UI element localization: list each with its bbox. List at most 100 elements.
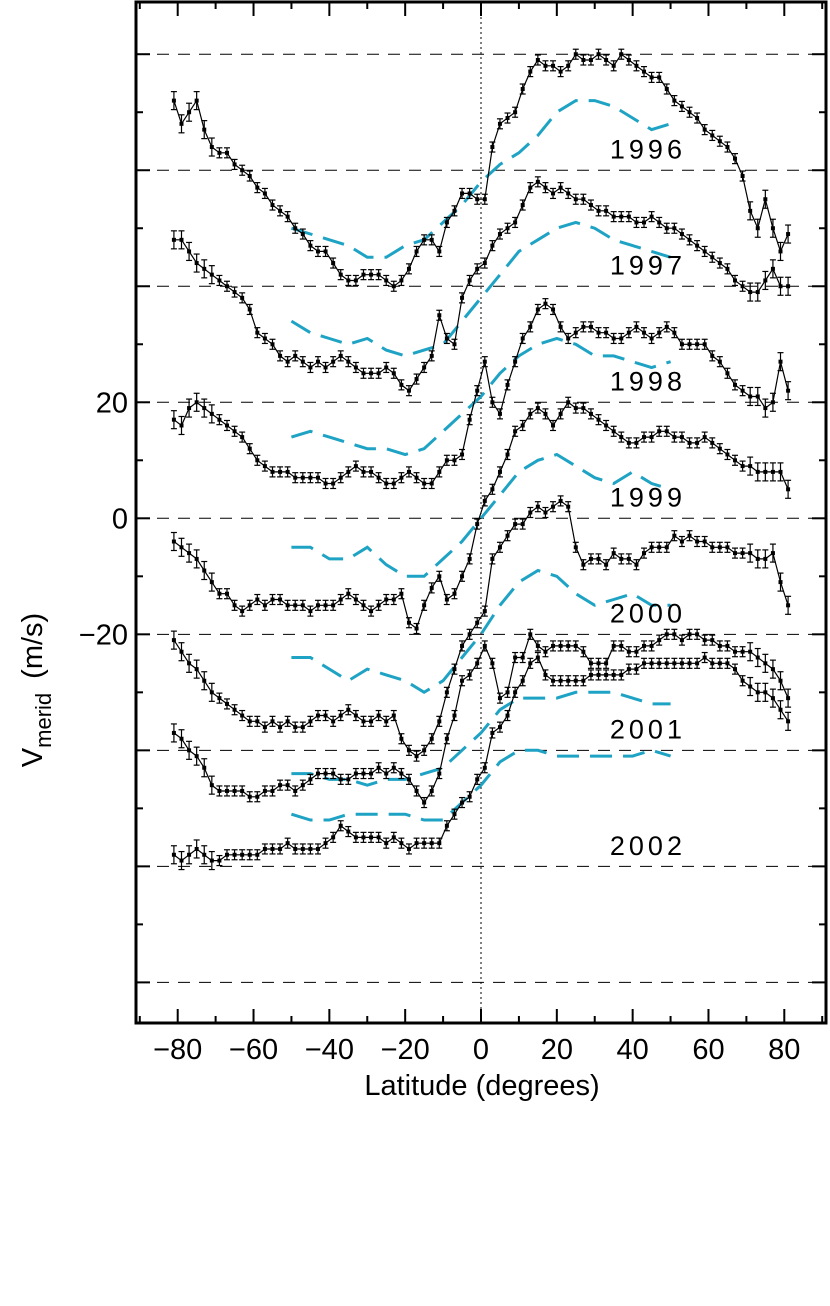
data-point (604, 672, 609, 677)
data-point (528, 632, 533, 637)
data-point (664, 429, 669, 434)
data-point (763, 197, 768, 202)
data-point (520, 423, 525, 428)
data-point (733, 458, 738, 463)
y-axis-label: Vmerid (m/s) (17, 613, 56, 767)
data-point (224, 591, 229, 596)
data-point (376, 371, 381, 376)
data-point (642, 643, 647, 648)
data-point (422, 237, 427, 242)
data-point (209, 783, 214, 788)
data-point (748, 290, 753, 295)
data-point (520, 87, 525, 92)
x-tick-label: −60 (229, 1034, 278, 1066)
data-point (770, 469, 775, 474)
data-point (323, 841, 328, 846)
data-point (778, 249, 783, 254)
data-point (194, 98, 199, 103)
data-point (679, 232, 684, 237)
data-point (187, 661, 192, 666)
data-curve-2002 (173, 656, 789, 862)
data-point (278, 597, 283, 602)
data-point (308, 243, 313, 248)
data-point (331, 603, 336, 608)
data-point (224, 852, 229, 857)
data-point (611, 551, 616, 556)
data-point (202, 266, 207, 271)
data-point (353, 365, 358, 370)
data-point (649, 661, 654, 666)
data-point (437, 469, 442, 474)
data-point (270, 203, 275, 208)
data-point (717, 545, 722, 550)
data-point (293, 475, 298, 480)
data-point (399, 382, 404, 387)
data-point (406, 748, 411, 753)
data-point (406, 620, 411, 625)
data-point (740, 464, 745, 469)
data-point (308, 846, 313, 851)
data-point (361, 371, 366, 376)
data-curve-1996 (173, 53, 789, 288)
data-point (346, 829, 351, 834)
data-point (187, 551, 192, 556)
data-point (619, 556, 624, 561)
data-point (535, 307, 540, 312)
x-tick-label: −80 (153, 1034, 202, 1066)
y-axis-label-main: V (17, 747, 49, 767)
data-point (414, 841, 419, 846)
data-point (763, 469, 768, 474)
data-point (520, 522, 525, 527)
data-point (619, 435, 624, 440)
data-point (255, 719, 260, 724)
data-point (642, 330, 647, 335)
data-point (353, 464, 358, 469)
data-point (619, 336, 624, 341)
data-point (543, 672, 548, 677)
data-point (770, 667, 775, 672)
data-point (467, 417, 472, 422)
data-point (171, 638, 176, 643)
data-point (315, 603, 320, 608)
data-point (551, 643, 556, 648)
data-point (323, 771, 328, 776)
data-point (369, 272, 374, 277)
data-point (626, 214, 631, 219)
data-point (604, 58, 609, 63)
data-point (270, 719, 275, 724)
data-point (778, 284, 783, 289)
data-point (528, 661, 533, 666)
data-point (649, 643, 654, 648)
data-point (482, 359, 487, 364)
x-tick-label: 80 (768, 1034, 800, 1066)
data-point (300, 359, 305, 364)
data-point (672, 330, 677, 335)
data-point (505, 226, 510, 231)
data-point (626, 58, 631, 63)
data-point (384, 841, 389, 846)
data-point (687, 661, 692, 666)
data-point (770, 266, 775, 271)
data-point (558, 498, 563, 503)
data-point (353, 835, 358, 840)
data-point (573, 545, 578, 550)
data-point (528, 324, 533, 329)
data-point (497, 545, 502, 550)
data-point (194, 400, 199, 405)
data-point (520, 678, 525, 683)
data-point (626, 667, 631, 672)
data-point (642, 220, 647, 225)
data-point (596, 417, 601, 422)
data-point (452, 667, 457, 672)
data-point (467, 794, 472, 799)
data-point (240, 609, 245, 614)
data-point (596, 556, 601, 561)
data-point (551, 678, 556, 683)
data-point (710, 353, 715, 358)
data-point (247, 174, 252, 179)
data-point (224, 284, 229, 289)
data-point (217, 150, 222, 155)
year-labels: 1996 1997 1998 1999 2000 2001 2002 (610, 135, 682, 861)
data-point (611, 336, 616, 341)
data-point (331, 719, 336, 724)
